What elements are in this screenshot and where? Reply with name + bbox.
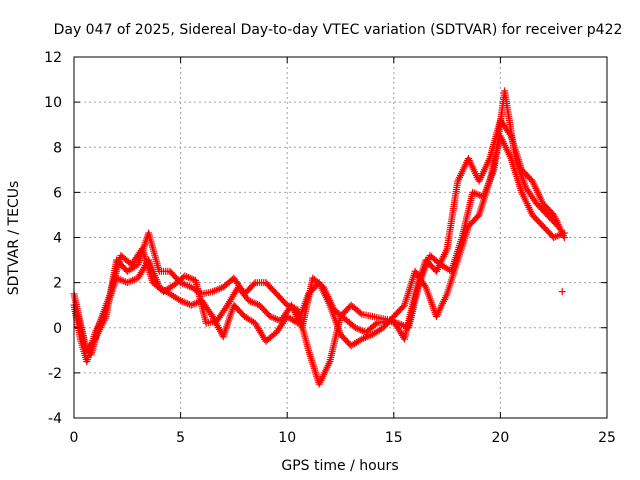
y-tick-label: 10 — [44, 95, 62, 111]
y-tick-label: 8 — [53, 140, 62, 156]
x-tick-label: 5 — [176, 430, 185, 446]
chart-title: Day 047 of 2025, Sidereal Day-to-day VTE… — [54, 22, 623, 38]
series-outlier — [558, 288, 566, 296]
x-tick-label: 0 — [70, 430, 79, 446]
data-point — [558, 288, 566, 296]
series-track-c — [74, 87, 562, 359]
y-tick-label: -4 — [48, 411, 62, 427]
x-axis-label: GPS time / hours — [281, 458, 398, 474]
y-tick-label: 4 — [53, 231, 62, 247]
y-tick-label: 6 — [53, 185, 62, 201]
data-point — [250, 280, 258, 288]
x-tick-label: 10 — [278, 430, 296, 446]
data-point — [371, 321, 379, 329]
y-tick-label: 2 — [53, 276, 62, 292]
x-tick-label: 20 — [491, 430, 509, 446]
y-tick-label: -2 — [48, 366, 62, 382]
data-point — [554, 222, 562, 230]
data-points — [70, 87, 568, 388]
axis-ticks: 0 5 10 15 20 25 -4 -2 0 2 4 6 8 10 12 — [44, 50, 616, 446]
y-tick-label: 12 — [44, 50, 62, 66]
x-tick-label: 15 — [385, 430, 403, 446]
grid-lines — [74, 57, 607, 418]
data-point — [560, 229, 568, 237]
y-tick-label: 0 — [53, 321, 62, 337]
data-point — [553, 221, 561, 229]
y-axis-label: SDTVAR / TECUs — [6, 181, 22, 296]
x-tick-label: 25 — [598, 430, 616, 446]
data-point — [356, 309, 364, 317]
